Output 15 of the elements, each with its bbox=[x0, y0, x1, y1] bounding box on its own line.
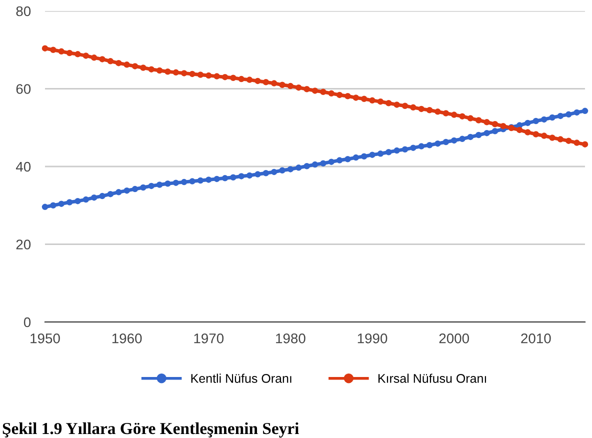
legend-label: Kentli Nüfus Oranı bbox=[191, 374, 292, 383]
x-tick-label: 2010 bbox=[521, 333, 551, 344]
y-tick-label: 60 bbox=[16, 84, 31, 94]
x-tick-label: 1990 bbox=[358, 333, 388, 344]
x-tick-label: 1960 bbox=[112, 333, 142, 344]
x-tick-label: 2000 bbox=[439, 333, 469, 344]
x-tick-label: 1980 bbox=[276, 333, 306, 344]
y-tick-label: 0 bbox=[24, 317, 31, 328]
y-tick-label: 40 bbox=[16, 162, 31, 172]
text: Şekil 1.9 Yıllara Göre Kentleşmenin Seyri bbox=[2, 422, 299, 438]
x-tick-label: 1970 bbox=[194, 333, 224, 344]
legend-label: Kırsal Nüfusu Oranı bbox=[378, 374, 486, 383]
y-tick-label: 20 bbox=[16, 240, 31, 250]
y-tick-label: 80 bbox=[16, 6, 31, 16]
x-tick-label: 1950 bbox=[30, 333, 60, 344]
